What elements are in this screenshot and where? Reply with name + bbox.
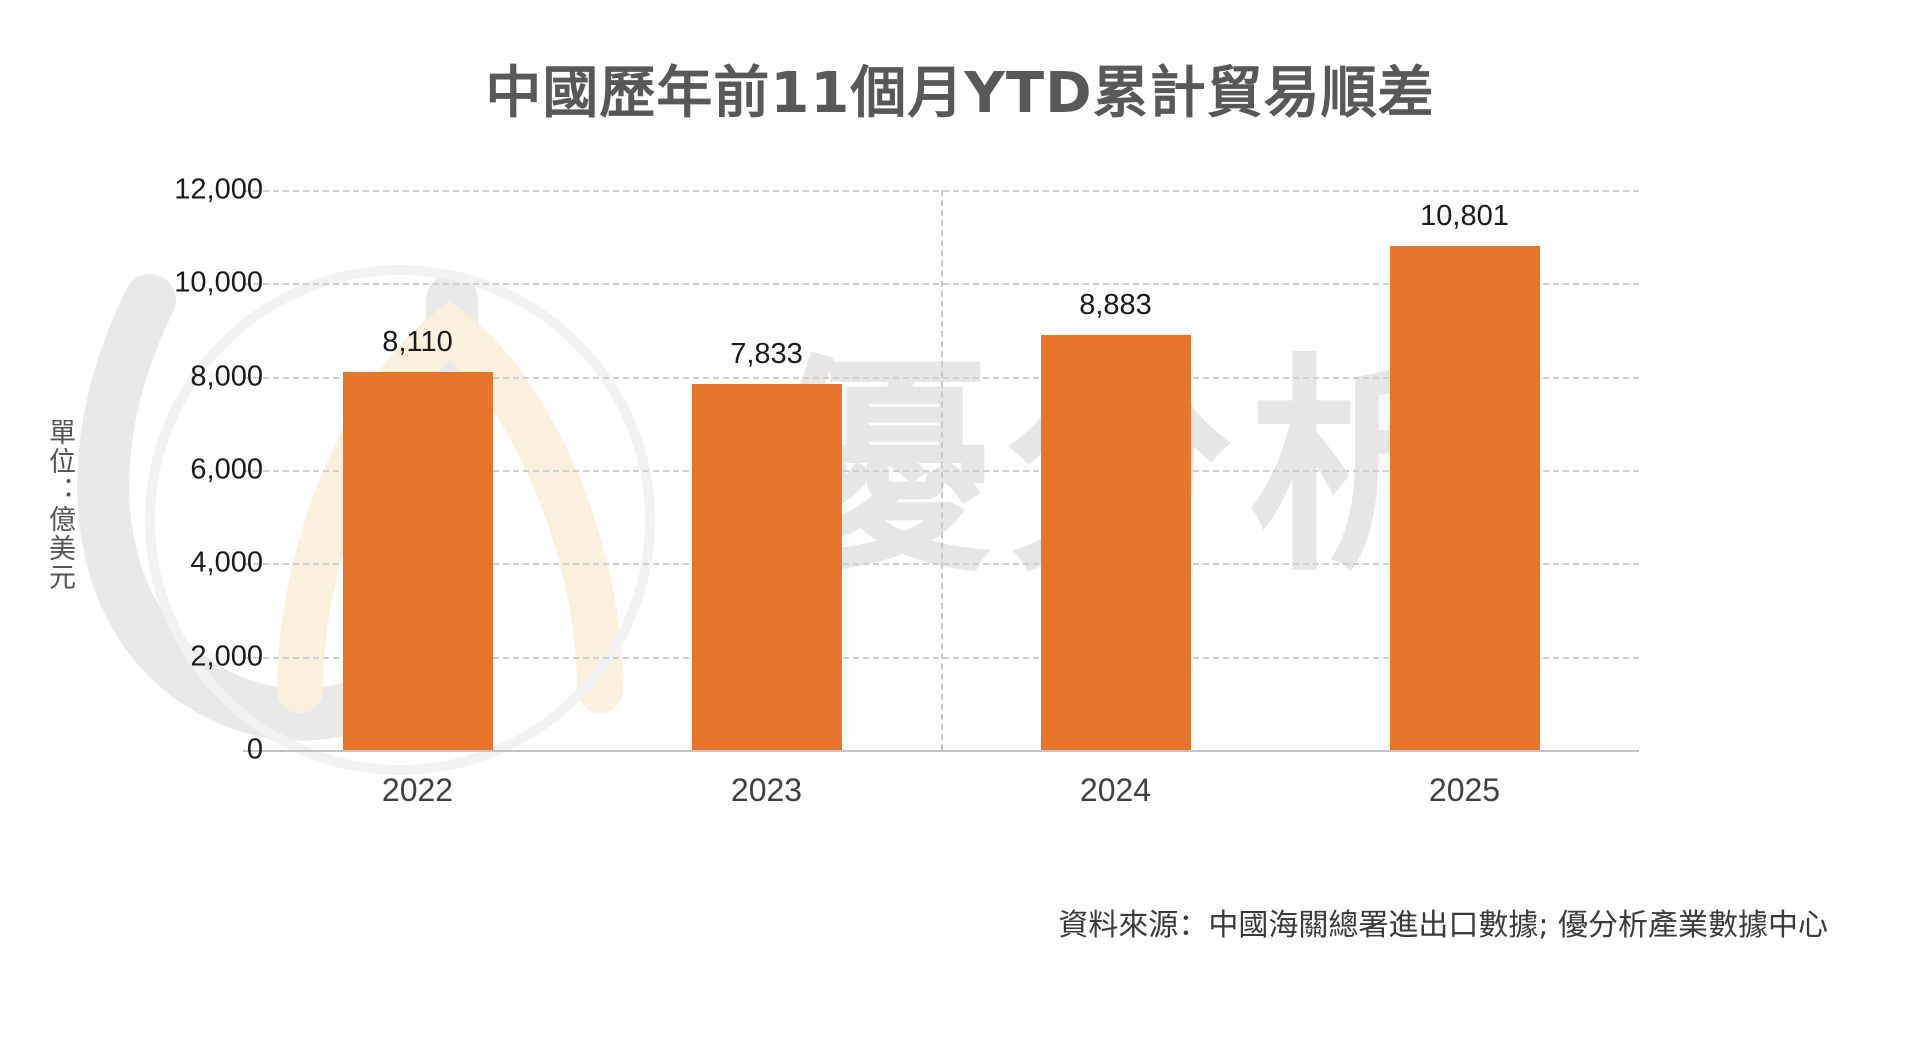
y-axis-tick-label: 12,000	[174, 173, 263, 206]
x-axis-tick-label: 2022	[381, 772, 454, 808]
gridlines	[243, 190, 1639, 752]
plot-area	[243, 190, 1639, 752]
bar-value-label: 8,110	[382, 325, 453, 358]
x-axis-tick-label: 2023	[730, 772, 803, 808]
bar[interactable]	[342, 371, 493, 750]
bar-value-label: 7,833	[730, 338, 803, 371]
source-note: 資料來源：中國海關總署進出口數據; 優分析產業數據中心	[1058, 908, 1828, 943]
y-axis-tick-label: 10,000	[174, 266, 263, 299]
x-axis-tick-label: 2024	[1079, 772, 1152, 808]
bar-value-label: 10,801	[1420, 199, 1509, 232]
bar-value-label: 8,883	[1079, 289, 1152, 322]
y-axis-tick-label: 8,000	[190, 360, 263, 393]
axis-baseline	[243, 750, 1639, 752]
y-axis-tick-label: 0	[246, 733, 263, 766]
y-axis-tick-label: 2,000	[190, 640, 263, 673]
category-separator	[941, 190, 943, 750]
bar[interactable]	[691, 384, 842, 750]
y-axis-tick-label: 4,000	[190, 546, 263, 579]
y-axis-title: 單位：億美元	[44, 418, 75, 592]
bar[interactable]	[1389, 245, 1540, 750]
x-axis-tick-label: 2025	[1428, 772, 1501, 808]
bar[interactable]	[1040, 335, 1191, 750]
chart-title: 中國歷年前11個月YTD累計貿易順差	[485, 61, 1435, 126]
y-axis-tick-label: 6,000	[190, 453, 263, 486]
